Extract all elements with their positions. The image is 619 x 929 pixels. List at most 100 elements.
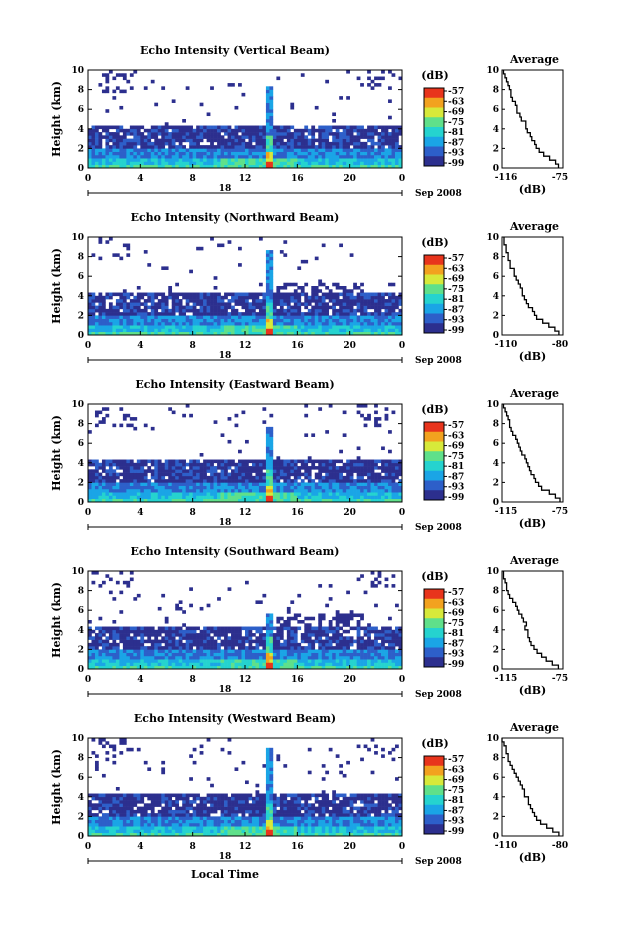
heatmap-cell: [94, 141, 99, 146]
heatmap-cell: [293, 328, 298, 333]
heatmap-cell: [238, 482, 242, 486]
heatmap-cell: [203, 158, 207, 162]
heatmap-cell: [175, 331, 180, 336]
heatmap-cell: [88, 299, 92, 303]
heatmap-cell: [140, 642, 145, 647]
heatmap-cell: [328, 154, 333, 159]
colorbar-tick-label: -99: [448, 159, 464, 169]
heatmap-cell: [255, 318, 260, 323]
heatmap-cell: [367, 462, 371, 467]
heatmap-cell: [360, 164, 364, 169]
heatmap-cell: [168, 629, 173, 634]
heatmap-cell: [286, 295, 291, 300]
heatmap-cell: [349, 479, 354, 483]
heatmap-cell: [248, 655, 253, 660]
heatmap-cell: [175, 164, 180, 169]
heatmap-cell: [133, 70, 138, 74]
heatmap-cell: [251, 325, 256, 329]
heatmap-cell: [318, 616, 323, 621]
heatmap-cell: [374, 404, 378, 408]
heatmap-cell: [161, 145, 166, 149]
heatmap-cell: [332, 282, 337, 287]
heatmap-cell: [318, 125, 323, 130]
heatmap-cell: [108, 479, 113, 483]
heatmap-cell: [283, 488, 288, 493]
y-tick-label: 4: [78, 459, 84, 469]
heatmap-cell: [224, 655, 228, 660]
heatmap-cell: [398, 492, 403, 496]
heatmap-cell: [269, 109, 274, 113]
heatmap-cell: [224, 626, 228, 631]
heatmap-cell: [388, 459, 392, 464]
heatmap-cell: [342, 132, 347, 136]
heatmap-cell: [374, 302, 378, 306]
heatmap-cell: [346, 613, 350, 618]
heatmap-cell: [161, 292, 166, 297]
heatmap-cell: [206, 325, 211, 329]
heatmap-cell: [182, 128, 186, 133]
heatmap-cell: [241, 331, 246, 336]
heatmap-cell: [227, 482, 232, 486]
heatmap-cell: [377, 132, 382, 136]
heatmap-cell: [94, 164, 99, 169]
heatmap-cell: [265, 151, 270, 156]
heatmap-cell: [140, 498, 145, 503]
heatmap-cell: [251, 128, 256, 133]
heatmap-cell: [297, 655, 302, 660]
heatmap-cell: [353, 151, 357, 156]
heatmap-cell: [213, 652, 218, 657]
heatmap-cell: [105, 485, 110, 490]
heatmap-cell: [136, 331, 141, 336]
heatmap-cell: [276, 456, 281, 460]
heatmap-cell: [234, 462, 239, 467]
heatmap-cell: [143, 423, 148, 428]
heatmap-cell: [276, 299, 281, 303]
heatmap-cell: [307, 456, 312, 460]
heatmap-cell: [290, 642, 295, 647]
heatmap-cell: [318, 488, 323, 493]
heatmap-cell: [286, 495, 291, 500]
heatmap-cell: [388, 331, 392, 336]
heatmap-cell: [251, 154, 256, 159]
heatmap-cell: [192, 639, 197, 644]
heatmap-cell: [367, 164, 371, 169]
heatmap-cell: [398, 295, 403, 300]
heatmap-field: [88, 404, 403, 503]
heatmap-cell: [108, 318, 113, 323]
heatmap-cell: [157, 633, 162, 637]
heatmap-cell: [395, 138, 399, 143]
heatmap-cell: [140, 138, 145, 143]
heatmap-cell: [133, 318, 138, 323]
heatmap-cell: [384, 482, 389, 486]
heatmap-cell: [325, 659, 330, 663]
heatmap-cell: [279, 466, 284, 470]
heatmap-cell: [363, 325, 368, 329]
heatmap-cell: [154, 132, 159, 136]
panel-title: Echo Intensity (Eastward Beam): [135, 378, 334, 391]
heatmap-cell: [227, 629, 232, 634]
heatmap-cell: [290, 600, 295, 604]
heatmap-cell: [101, 459, 106, 464]
heatmap-cell: [265, 482, 270, 486]
heatmap-cell: [126, 580, 131, 585]
heatmap-cell: [374, 128, 378, 133]
heatmap-cell: [391, 151, 396, 156]
heatmap-cell: [224, 315, 228, 319]
heatmap-cell: [147, 652, 152, 657]
heatmap-cell: [231, 639, 235, 644]
heatmap-cell: [203, 488, 207, 493]
heatmap-cell: [203, 325, 207, 329]
heatmap-cell: [238, 83, 242, 87]
heatmap-cell: [321, 662, 326, 667]
heatmap-cell: [238, 295, 242, 300]
heatmap-cell: [370, 655, 375, 660]
heatmap-cell: [150, 299, 155, 303]
heatmap-cell: [206, 636, 211, 640]
heatmap-cell: [217, 243, 221, 248]
heatmap-cell: [248, 145, 253, 149]
heatmap-cell: [307, 655, 312, 660]
heatmap-cell: [119, 89, 124, 94]
heatmap-cell: [234, 295, 239, 300]
heatmap-cell: [381, 315, 385, 319]
heatmap-cell: [356, 485, 361, 490]
